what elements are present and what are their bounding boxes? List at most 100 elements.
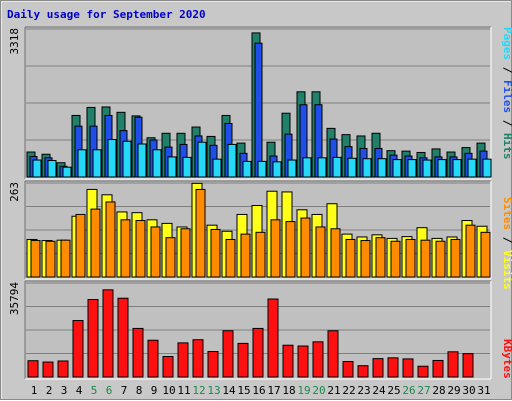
side-label-part: Files [501,80,512,113]
bar-pages-day-14 [227,143,237,178]
side-label-middle: Sites / Visits [501,197,512,290]
bar-kbytes-day-18 [282,344,294,378]
bar-sites-day-11 [180,228,191,278]
x-tick-label: 23 [357,384,370,397]
bar-sites-day-22 [345,238,356,278]
bar-kbytes-day-30 [462,353,474,378]
bar-kbytes-day-29 [447,351,459,378]
bar-kbytes-day-13 [207,351,219,378]
bar-files-day-16 [254,42,263,178]
bar-pages-day-8 [137,143,147,178]
bar-sites-day-14 [225,238,236,278]
bar-sites-day-16 [255,231,266,278]
x-tick-label: 13 [207,384,220,397]
bar-kbytes-day-3 [57,360,69,378]
bar-pages-day-9 [152,149,162,178]
legend-side-labels: Pages / Files / Hits Sites / Visits KBytes [501,27,512,379]
bar-pages-day-4 [77,149,87,178]
bar-sites-day-2 [45,240,56,278]
bar-kbytes-day-27 [417,365,429,378]
bar-kbytes-day-16 [252,327,264,378]
bar-pages-day-17 [272,161,282,178]
bar-pages-day-3 [62,166,72,178]
bar-pages-day-26 [407,159,417,178]
side-label-top: Pages / Files / Hits [501,27,512,160]
bar-kbytes-day-15 [237,342,249,378]
x-tick-label: 24 [372,384,386,397]
bar-kbytes-day-20 [312,341,324,378]
bar-sites-day-31 [480,231,491,278]
x-tick-label: 10 [162,384,175,397]
side-label-part: / [501,60,512,80]
panel-visits-sites: 263 [8,180,492,280]
x-tick-label: 7 [121,384,128,397]
bar-kbytes-day-28 [432,359,444,378]
bar-kbytes-day-10 [162,356,174,378]
bar-pages-day-25 [392,159,402,178]
bar-pages-day-29 [452,159,462,178]
bar-pages-day-22 [347,157,357,178]
x-tick-label: 26 [402,384,415,397]
bar-sites-day-3 [60,239,71,278]
bar-sites-day-9 [150,226,161,278]
bar-kbytes-day-9 [147,339,159,378]
side-label-part: Pages [501,27,512,60]
bar-kbytes-day-12 [192,339,204,378]
x-tick-label: 16 [252,384,265,397]
bar-sites-day-18 [285,221,296,278]
bar-sites-day-28 [435,240,446,278]
bar-sites-day-1 [30,240,41,278]
bar-kbytes-day-19 [297,345,309,378]
bar-pages-day-15 [242,160,252,178]
x-tick-label: 1 [31,384,38,397]
x-tick-label: 4 [76,384,83,397]
panel-hits-files-pages: 3318 [8,26,492,180]
bar-pages-day-16 [257,160,267,178]
bar-sites-day-23 [360,240,371,278]
bar-pages-day-5 [92,149,102,178]
bar-sites-day-30 [465,224,476,278]
side-label-part: Visits [501,250,512,290]
bar-pages-day-13 [212,158,222,178]
x-axis-day-labels: 1 2 3 4 5 6 7 8 9 10 11 12 13 14 15 16 17 18 19 20 21 22 23 24 2… [31,384,491,397]
bar-pages-day-20 [317,157,327,178]
x-tick-label: 18 [282,384,295,397]
bar-pages-day-21 [332,156,342,178]
x-tick-label: 27 [417,384,430,397]
bar-sites-day-15 [240,233,251,278]
bar-sites-day-17 [270,219,281,278]
y-max-label: 263 [8,182,21,202]
x-tick-label: 20 [312,384,325,397]
panel-kbytes: 35794 [8,280,492,380]
bar-sites-day-25 [390,240,401,278]
bar-sites-day-21 [330,228,341,278]
bar-sites-day-6 [105,201,116,278]
bar-kbytes-day-24 [372,358,384,378]
bar-pages-day-23 [362,158,372,178]
x-tick-label: 2 [46,384,53,397]
side-label-bottom: KBytes [501,339,512,379]
x-tick-label: 9 [151,384,158,397]
bar-kbytes-day-7 [117,297,129,378]
x-tick-label: 12 [192,384,205,397]
bar-pages-day-30 [467,158,477,178]
bar-sites-day-5 [90,208,101,278]
bar-kbytes-day-25 [387,357,399,378]
bar-sites-day-19 [300,217,311,278]
x-tick-label: 15 [237,384,250,397]
bar-kbytes-day-23 [357,365,369,378]
x-tick-label: 3 [61,384,68,397]
bar-pages-day-18 [287,159,297,178]
side-label-part: Hits [501,133,512,160]
side-label-part: / [501,113,512,133]
bar-sites-day-4 [75,213,86,278]
x-tick-label: 8 [136,384,143,397]
bar-kbytes-day-6 [102,289,114,378]
bar-pages-day-2 [47,159,57,178]
x-tick-label: 21 [327,384,340,397]
x-tick-label: 31 [477,384,490,397]
bar-kbytes-day-17 [267,298,279,378]
bar-pages-day-10 [167,156,177,178]
x-tick-label: 6 [106,384,113,397]
